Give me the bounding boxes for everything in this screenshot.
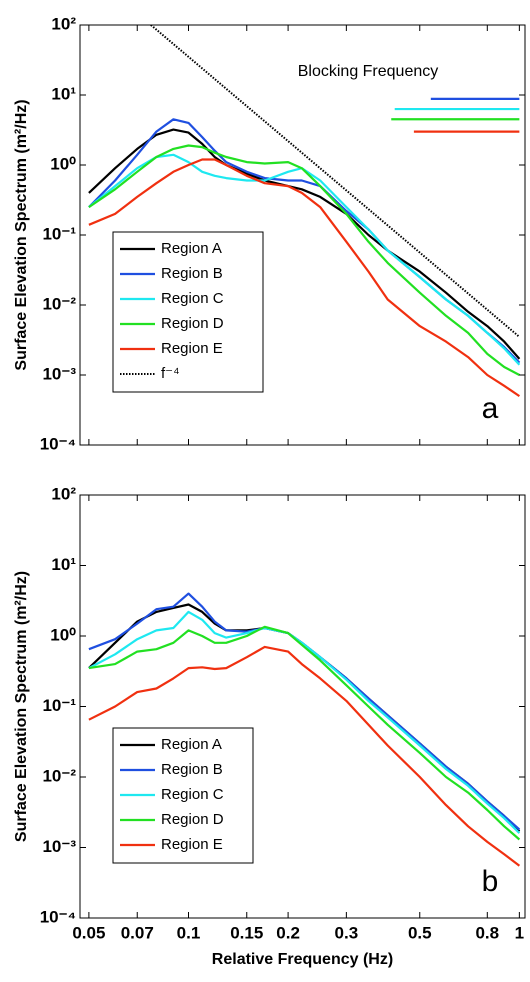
x-tick-label: 0.3 [335,923,359,942]
y-tick-label: 10¹ [51,84,76,103]
legend-label: Region B [161,265,223,282]
series-line [88,645,521,867]
plot-lines [88,25,521,398]
y-tick-label: 10⁻⁴ [40,907,76,926]
series-line [88,625,521,841]
legend-label: Region C [161,786,224,803]
panel: 10⁻⁴ 10⁻³ 10⁻² 10⁻¹ 10⁰ 10¹ 10² 0.05 0.07 0.1 0.15… [13,484,526,968]
y-tick-label: 10⁻³ [42,837,76,856]
x-tick-label: 0.8 [475,923,499,942]
annotation: Blocking Frequency [298,63,439,80]
y-tick-label: 10⁻¹ [42,696,76,715]
x-tick-label: 0.07 [121,923,154,942]
legend-label: Region B [161,761,223,778]
y-tick-label: 10⁰ [50,625,76,644]
legend-label: Region A [161,736,222,753]
legend-label: Region E [161,340,223,357]
x-tick-label: 0.15 [230,923,263,942]
x-tick-label: 0.2 [276,923,300,942]
legend-label: Region A [161,240,222,257]
y-tick-label: 10² [51,484,76,503]
panel: 10⁻⁴ 10⁻³ 10⁻² 10⁻¹ 10⁰ 10¹ 10² Surface Elevati… [13,14,526,453]
legend-label: f⁻⁴ [161,365,180,382]
legend-label: Region D [161,811,224,828]
y-axis-label: Surface Elevation Spectrum (m²/Hz) [13,99,30,370]
legend-label: Region E [161,836,223,853]
y-axis-label: Surface Elevation Spectrum (m²/Hz) [13,571,30,842]
x-tick-label: 0.05 [72,923,105,942]
y-tick-label: 10⁻⁴ [40,434,76,453]
y-tick-label: 10² [51,14,76,33]
panel-label: a [482,392,499,425]
x-tick-label: 0.5 [408,923,432,942]
x-tick-label: 0.1 [177,923,201,942]
panel-label: b [482,865,499,898]
x-axis-label: Relative Frequency (Hz) [212,951,393,968]
y-tick-label: 10⁻³ [42,364,76,383]
y-tick-label: 10⁰ [50,154,76,173]
legend-label: Region C [161,290,224,307]
plot-lines [88,592,521,867]
x-tick-label: 1 [515,923,524,942]
y-tick-label: 10⁻² [42,766,76,785]
series-line [88,158,521,398]
series-line [88,144,520,376]
legend-box [112,231,264,393]
y-tick-label: 10¹ [51,555,76,574]
legend-label: Region D [161,315,224,332]
series-line [150,25,521,338]
series-line [88,153,521,366]
y-tick-label: 10⁻² [42,294,76,313]
y-tick-label: 10⁻¹ [42,224,76,243]
